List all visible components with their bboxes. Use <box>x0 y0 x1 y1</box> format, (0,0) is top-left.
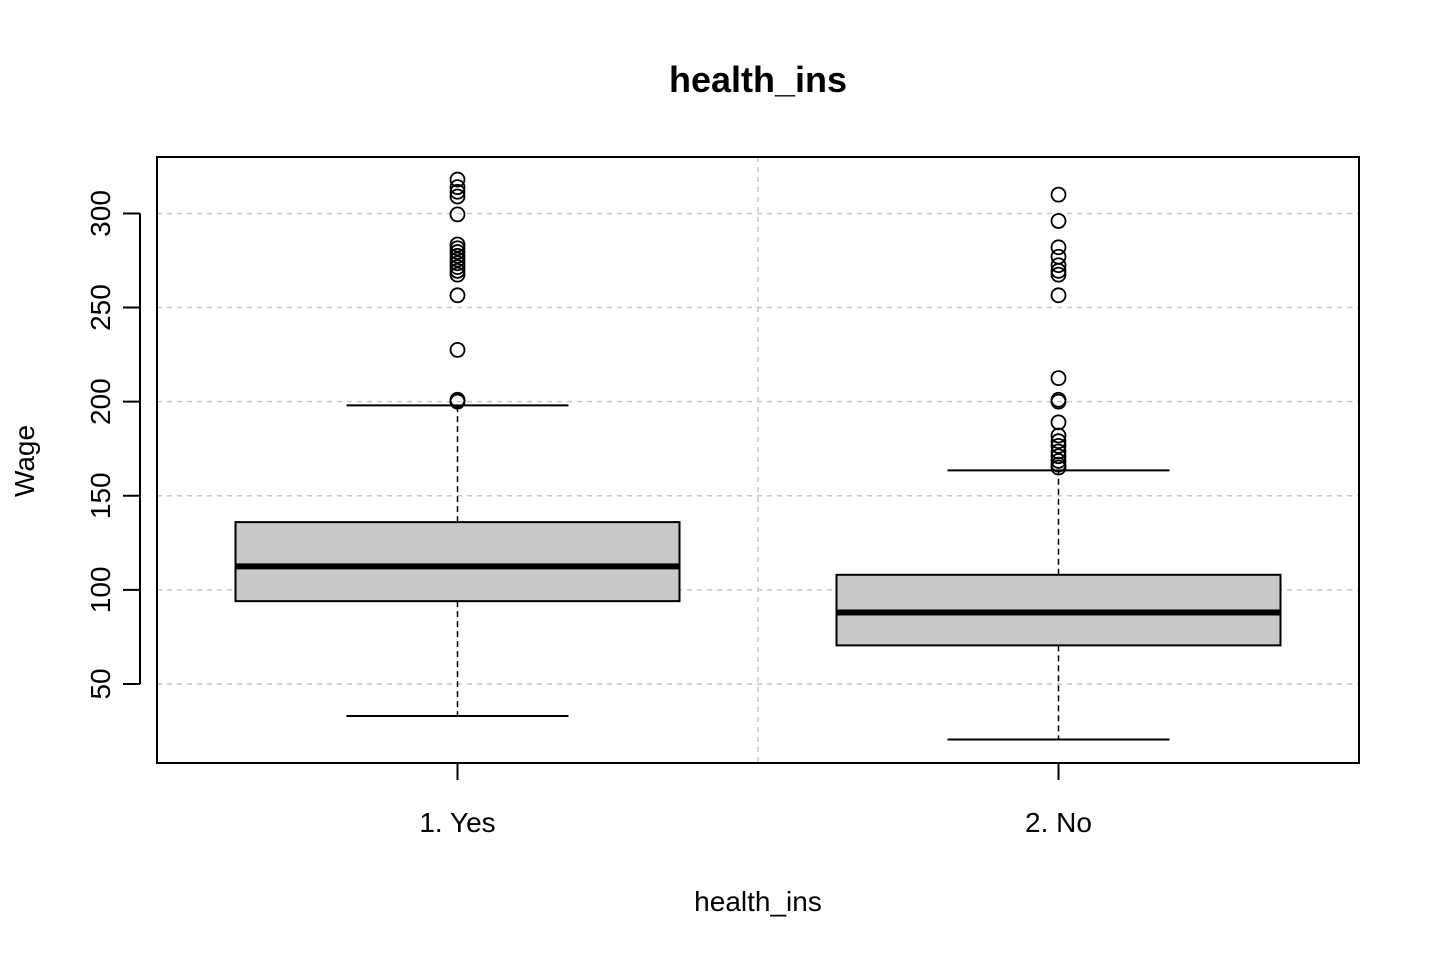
box-group <box>835 186 1282 741</box>
outlier-point <box>449 342 466 358</box>
chart-title: health_ins <box>669 59 847 100</box>
y-tick-label: 200 <box>85 378 116 425</box>
outlier-point <box>449 188 466 205</box>
outlier-point <box>1050 433 1067 450</box>
outlier-point <box>1050 453 1067 469</box>
y-tick-label: 150 <box>85 472 116 519</box>
outlier-point <box>1050 414 1067 431</box>
outlier-point <box>449 287 466 304</box>
plot-frame <box>156 156 1360 764</box>
outlier-point <box>449 262 466 279</box>
outlier-point <box>449 391 466 408</box>
outlier-point <box>1050 437 1067 454</box>
y-tick-label: 50 <box>85 668 116 699</box>
box-layer <box>234 171 1282 741</box>
y-tick-label: 300 <box>85 190 116 237</box>
x-tick-label: 2. No <box>1025 807 1092 838</box>
outlier-point <box>449 240 466 257</box>
y-tick-label: 100 <box>85 566 116 613</box>
outlier-point <box>1050 257 1067 274</box>
outlier-point <box>449 266 466 283</box>
y-axis-label: Wage <box>9 425 40 497</box>
grid-layer <box>156 157 1360 763</box>
outlier-point <box>449 179 466 196</box>
outlier-point <box>449 206 466 223</box>
outlier-point <box>449 259 466 275</box>
outlier-point <box>1050 248 1067 265</box>
outlier-point <box>449 236 466 253</box>
iqr-box <box>234 521 681 603</box>
outlier-point <box>449 183 466 200</box>
outlier-point <box>449 255 466 272</box>
outlier-point <box>1050 391 1067 408</box>
outlier-point <box>449 247 466 264</box>
outlier-point <box>449 244 466 260</box>
outlier-point <box>1050 266 1067 283</box>
x-tick-label: 1. Yes <box>419 807 495 838</box>
x-axis-label: health_ins <box>694 886 822 917</box>
outlier-point <box>449 171 466 188</box>
y-tick-label: 250 <box>85 284 116 331</box>
outlier-point <box>1050 213 1067 229</box>
outlier-point <box>1050 287 1067 304</box>
outlier-point <box>1050 448 1067 465</box>
axis-layer: 50 100 150 200 250 300 1. Yes 2. No <box>85 190 1092 838</box>
outlier-point <box>1050 186 1067 203</box>
outlier-point <box>449 251 466 268</box>
outlier-point <box>1050 239 1067 256</box>
box-group <box>234 171 681 717</box>
outlier-point <box>1050 370 1067 387</box>
outlier-point <box>1050 443 1067 460</box>
